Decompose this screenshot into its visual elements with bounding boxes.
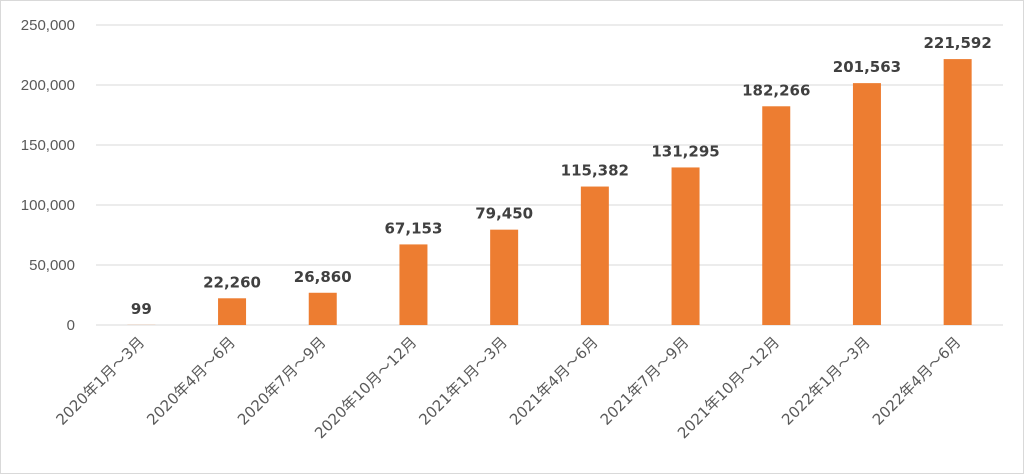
y-tick-label: 200,000 (21, 77, 75, 94)
data-label: 79,450 (475, 205, 533, 223)
data-label: 131,295 (651, 142, 719, 160)
bar (581, 187, 609, 325)
x-tick-label: 2021年10月～12月 (674, 333, 783, 442)
data-label: 182,266 (742, 81, 810, 99)
data-label: 26,860 (294, 268, 352, 286)
data-label: 221,592 (923, 34, 991, 52)
x-tick-label: 2020年7月～9月 (234, 333, 330, 429)
data-label: 67,153 (385, 219, 443, 237)
x-tick-label: 2022年1月～3月 (778, 333, 874, 429)
x-tick-label: 2021年1月～3月 (415, 333, 511, 429)
y-axis-ticks: 0 50,000 100,000 150,000 200,000 250,000 (21, 17, 75, 334)
x-tick-label: 2020年4月～6月 (143, 333, 239, 429)
bar (762, 106, 790, 325)
y-tick-label: 250,000 (21, 17, 75, 34)
bar (944, 59, 972, 325)
y-tick-label: 150,000 (21, 137, 75, 154)
bar (853, 83, 881, 325)
y-tick-label: 100,000 (21, 197, 75, 214)
bar (309, 293, 337, 325)
data-label: 115,382 (561, 162, 629, 180)
y-tick-label: 0 (67, 317, 75, 334)
x-tick-label: 2020年1月～3月 (53, 333, 149, 429)
x-tick-label: 2022年4月～6月 (869, 333, 965, 429)
x-axis-labels: 2020年1月～3月2020年4月～6月2020年7月～9月2020年10月～1… (53, 333, 965, 442)
bar (672, 167, 700, 325)
x-tick-label: 2020年10月～12月 (311, 333, 420, 442)
data-label: 22,260 (203, 273, 261, 291)
bar (399, 244, 427, 325)
data-label: 99 (131, 300, 152, 318)
data-label: 201,563 (833, 58, 901, 76)
y-tick-label: 50,000 (29, 257, 75, 274)
bar (218, 298, 246, 325)
x-tick-label: 2021年4月～6月 (506, 333, 602, 429)
x-tick-label: 2021年7月～9月 (597, 333, 693, 429)
bar (490, 230, 518, 325)
